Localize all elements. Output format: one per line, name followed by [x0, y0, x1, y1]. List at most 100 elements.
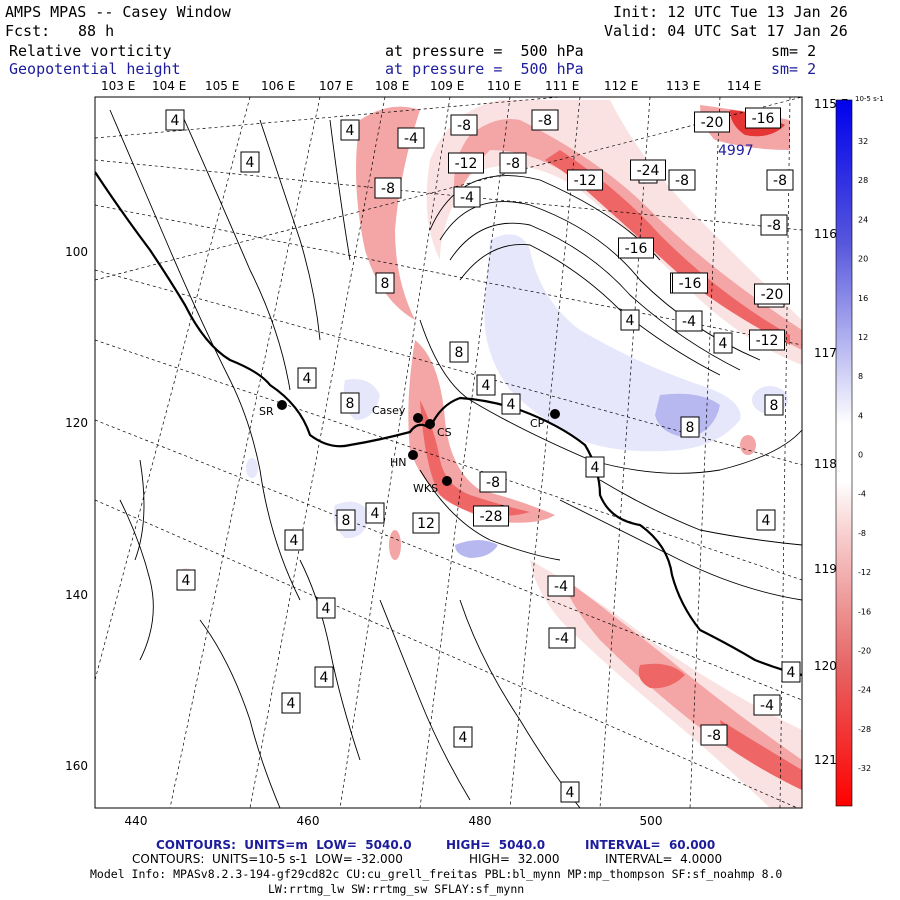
contour-label: 8: [686, 420, 695, 436]
contour-label: 8: [455, 345, 464, 361]
y-tick-label: 160: [65, 759, 88, 773]
valid-time: Valid: 04 UTC Sat 17 Jan 26: [604, 22, 848, 40]
contour-label: -8: [675, 173, 689, 189]
lon-label: 111 E: [545, 79, 580, 93]
contour-label-box: [680, 416, 700, 438]
contour-label-box: [754, 283, 790, 305]
colorbar-label: 0: [858, 451, 863, 460]
contour-label: 8: [381, 276, 390, 292]
contour-label: 4: [371, 506, 380, 522]
model-info: Model Info: MPASv8.2.3-194-gf29cd82c CU:…: [90, 867, 783, 881]
field1-name: Relative vorticity: [9, 42, 172, 60]
contour-label: -24: [637, 163, 660, 179]
station-label: CS: [437, 426, 452, 439]
field2-smoothing: sm= 2: [771, 60, 817, 78]
station-marker: [550, 409, 560, 419]
contour-label: 4: [287, 696, 296, 712]
map-title: AMPS MPAS -- Casey Window: [5, 3, 231, 21]
contour-label: 4: [303, 371, 312, 387]
station-marker: [442, 476, 452, 486]
colorbar-unit: 10-5 s-1: [855, 95, 884, 103]
contour-label: -8: [381, 181, 395, 197]
lon-label: 112 E: [604, 79, 639, 93]
contour-label-box: [340, 119, 360, 141]
contour-line: [559, 499, 802, 601]
y-tick-label: 120: [65, 416, 88, 430]
contour-label-box: [760, 214, 788, 236]
contour-label-box: [284, 529, 304, 551]
contour-label: -4: [682, 314, 696, 330]
contour-label: 4: [182, 573, 191, 589]
contour-label: -8: [707, 728, 721, 744]
graticule-line: [95, 97, 802, 281]
contour-label-box: [453, 726, 473, 748]
station-marker: [425, 419, 435, 429]
contour-label: 8: [770, 398, 779, 414]
contour-label: -8: [773, 173, 787, 189]
contour-label-box: [567, 169, 603, 191]
contour-label: 4: [566, 785, 575, 801]
colorbar-label: 32: [858, 137, 868, 146]
contour-label: -20: [761, 287, 784, 303]
contour-label-box: [412, 512, 440, 534]
field2-level: at pressure = 500 hPa: [385, 60, 584, 78]
contour-label-box: [397, 127, 425, 149]
contour-label-box: [240, 151, 260, 173]
graticule-line: [95, 159, 802, 231]
graticule: [95, 97, 802, 808]
contour-label-box: [585, 456, 605, 478]
contour-label-box: [340, 392, 360, 414]
station-marker: [277, 400, 287, 410]
station-label: WKS: [413, 482, 438, 495]
contour-label-box: [620, 309, 640, 331]
forecast-hour: 88 h: [78, 22, 115, 40]
contour-label: 4: [171, 113, 180, 129]
vorticity-contour-info-b: HIGH= 32.000: [469, 852, 560, 866]
contour-line: [119, 499, 154, 661]
field1-smoothing: sm= 2: [771, 42, 817, 60]
vorticity-fill: [455, 540, 498, 558]
coastline: [95, 171, 802, 677]
contour-label-box: [473, 505, 509, 527]
lon-label: 105 E: [205, 79, 240, 93]
station-marker: [413, 413, 423, 423]
contour-label: 4: [246, 155, 255, 171]
contour-label: 4: [346, 123, 355, 139]
lon-label: 104 E: [152, 79, 187, 93]
contour-line: [259, 119, 321, 341]
graticule-line: [95, 499, 799, 808]
colorbar-label: 4: [858, 411, 863, 420]
y-tick-label: 100: [65, 245, 88, 259]
graticule-line: [95, 97, 251, 681]
contour-label: -20: [701, 115, 724, 131]
contour-label: -4: [554, 579, 568, 595]
graticule-line: [95, 339, 802, 581]
x-axis: 440 460 480 500: [125, 814, 663, 828]
contour-label-box: [297, 367, 317, 389]
contour-line: [459, 244, 721, 376]
contour-label-box: [314, 666, 334, 688]
contour-label-box: [675, 310, 703, 332]
contour-label: 4: [322, 601, 331, 617]
contour-label-box: [618, 237, 654, 259]
contour-label: 4: [290, 533, 299, 549]
contour-label-box: [449, 341, 469, 363]
colorbar-label: -4: [858, 490, 866, 499]
init-time: Init: 12 UTC Tue 13 Jan 26: [613, 3, 848, 21]
contour-line: [599, 479, 802, 546]
contour-label-box: [756, 509, 776, 531]
contour-label-box: [165, 109, 185, 131]
vorticity-fill: [545, 150, 790, 345]
contour-label: 4: [626, 313, 635, 329]
contour-label: 4: [507, 397, 516, 413]
height-contour-info-c: INTERVAL= 60.000: [585, 838, 716, 852]
colorbar-label: -8: [858, 529, 866, 538]
station-marker: [408, 450, 418, 460]
contour-label: 4: [719, 336, 728, 352]
contour-label: 8: [342, 513, 351, 529]
graticule-line: [509, 97, 581, 808]
contour-label-box: [560, 781, 580, 803]
contour-label: 4: [459, 730, 468, 746]
model-info-2: LW:rrtmg_lw SW:rrtmg_sw SFLAY:sf_mynn: [268, 882, 525, 896]
contour-label-box: [781, 661, 801, 683]
